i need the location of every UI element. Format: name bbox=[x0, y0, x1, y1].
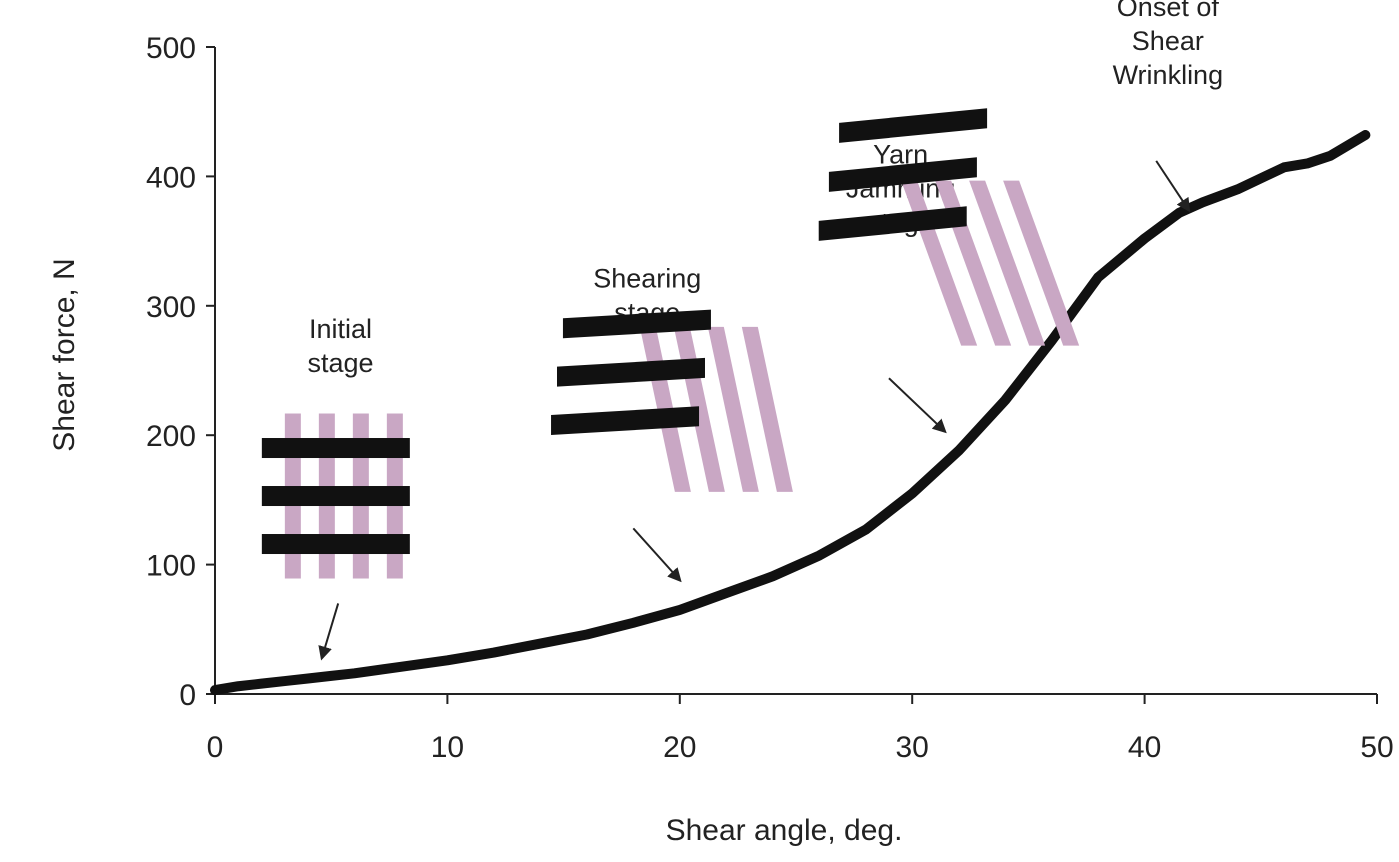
weft-yarn bbox=[828, 157, 977, 192]
warp-yarn bbox=[969, 180, 1046, 346]
weft-yarn bbox=[261, 534, 410, 555]
series-layer bbox=[210, 129, 1371, 696]
weft-yarn bbox=[839, 108, 988, 143]
weft-yarn bbox=[556, 357, 705, 387]
warp-yarn bbox=[1003, 180, 1080, 346]
stage-annotation: Initial stage bbox=[307, 314, 374, 661]
annotation-arrow bbox=[632, 527, 682, 583]
y-tick-label: 200 bbox=[146, 420, 196, 453]
axes-layer: 0 100 200 300 400 500 0 10 20 30 40 50 bbox=[146, 32, 1394, 764]
annotation-label: Onset of bbox=[1117, 0, 1220, 22]
weft-yarn bbox=[261, 438, 410, 459]
stage-annotation: Onset of Shear Wrinkling bbox=[1113, 0, 1224, 213]
x-tick-label: 30 bbox=[896, 731, 929, 764]
annotation-arrow bbox=[1155, 160, 1191, 213]
x-tick-label: 10 bbox=[431, 731, 464, 764]
x-tick-label: 0 bbox=[207, 731, 224, 764]
x-tick-label: 50 bbox=[1360, 731, 1393, 764]
annotation-layer: InitialstageShearingstageYarnJammingstag… bbox=[261, 0, 1224, 661]
x-tick-label: 20 bbox=[663, 731, 696, 764]
annotation-label: Shearing bbox=[593, 264, 701, 294]
y-tick-label: 0 bbox=[179, 679, 196, 712]
weft-yarn bbox=[818, 206, 967, 241]
warp-yarn bbox=[741, 326, 793, 492]
annotation-arrow bbox=[888, 377, 947, 434]
annotation-arrow bbox=[318, 603, 340, 661]
annotation-label: Initial bbox=[309, 314, 372, 344]
y-tick-label: 100 bbox=[146, 550, 196, 583]
x-tick-label: 40 bbox=[1128, 731, 1161, 764]
weft-yarn bbox=[261, 486, 410, 507]
annotation-label: Wrinkling bbox=[1113, 60, 1224, 90]
yarn-diagram bbox=[261, 413, 410, 579]
annotation-label: stage bbox=[307, 348, 373, 378]
weft-yarn bbox=[562, 309, 711, 339]
warp-yarn bbox=[707, 326, 759, 492]
y-tick-label: 400 bbox=[146, 161, 196, 194]
x-axis-title: Shear angle, deg. bbox=[666, 814, 903, 847]
shear-force-series-line bbox=[210, 129, 1371, 696]
y-axis-title: Shear force, N bbox=[48, 258, 81, 451]
y-tick-label: 300 bbox=[146, 291, 196, 324]
annotation-label: Shear bbox=[1132, 26, 1204, 56]
weft-yarn bbox=[551, 406, 700, 435]
y-tick-label: 500 bbox=[146, 32, 196, 65]
yarn-diagram bbox=[551, 309, 793, 492]
yarn-diagram bbox=[818, 108, 1080, 346]
